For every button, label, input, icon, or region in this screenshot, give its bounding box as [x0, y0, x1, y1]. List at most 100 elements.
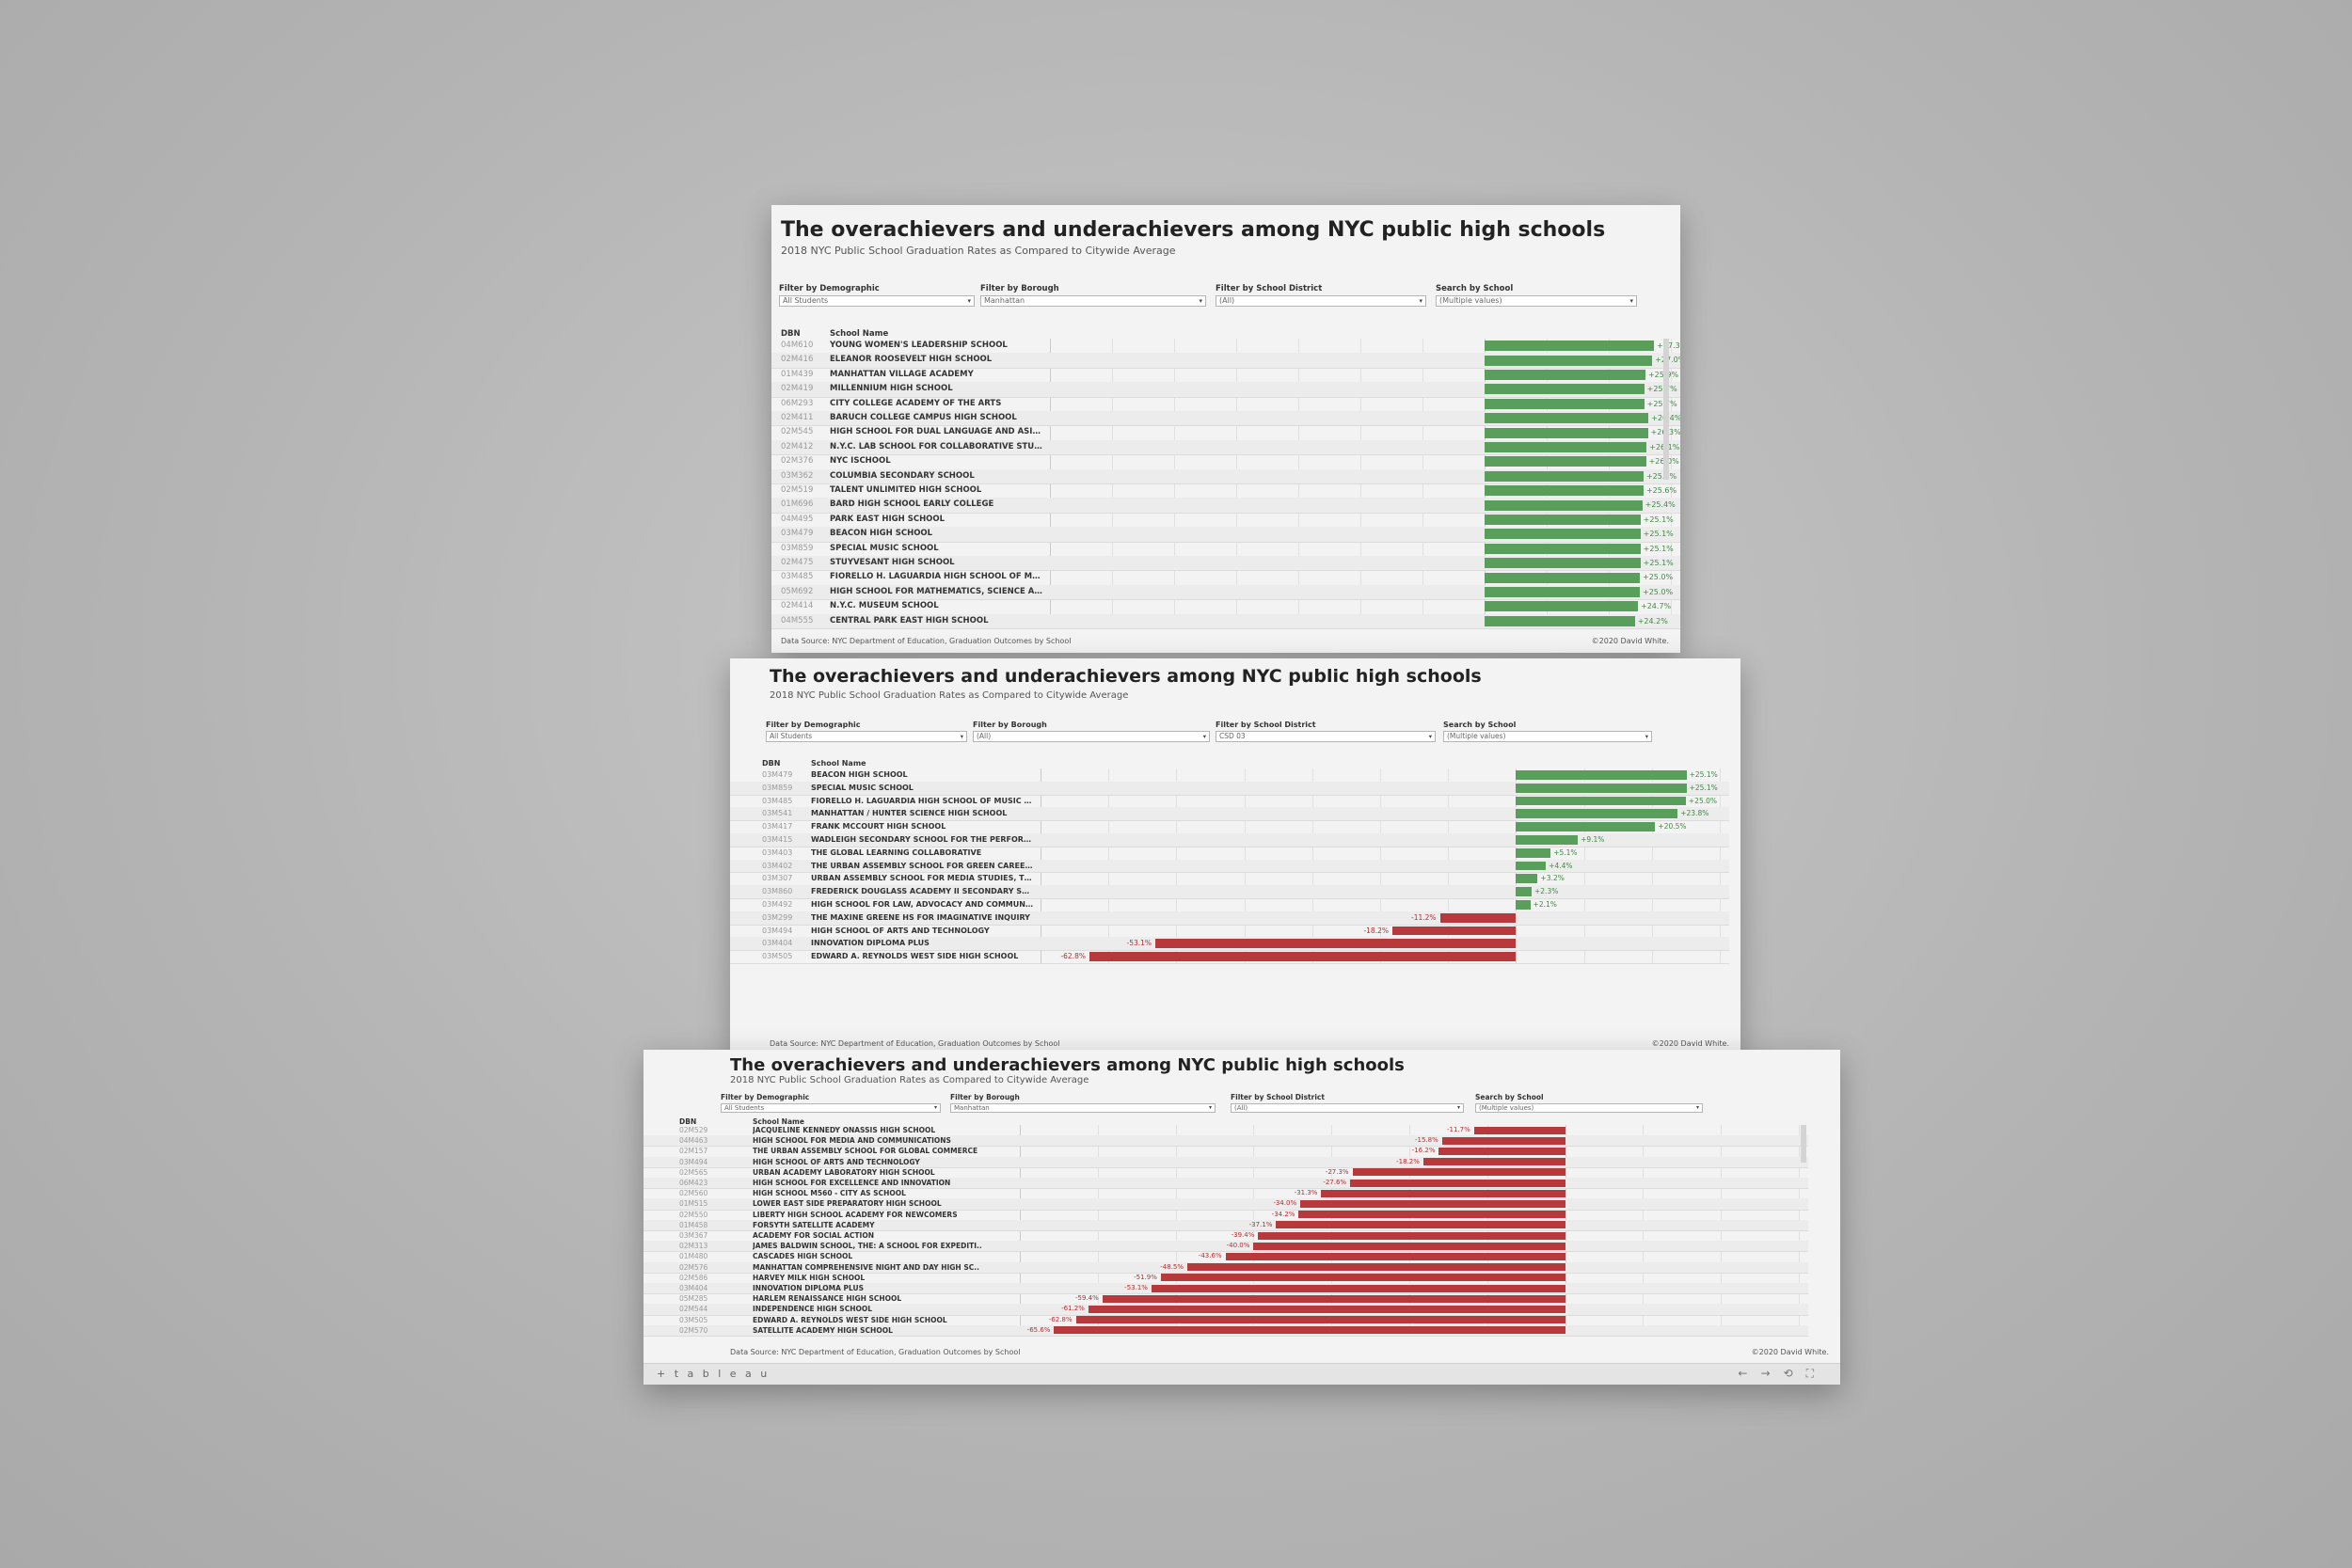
- table-row[interactable]: 03M541 MANHATTAN / HUNTER SCIENCE HIGH SC…: [730, 807, 1729, 822]
- table-row[interactable]: 03M505 EDWARD A. REYNOLDS WEST SIDE HIGH …: [730, 950, 1729, 964]
- positive-bar[interactable]: [1485, 615, 1635, 626]
- table-row[interactable]: 03M485 FIORELLO H. LAGUARDIA HIGH SCHOOL …: [771, 570, 1680, 586]
- positive-bar[interactable]: [1485, 341, 1655, 352]
- negative-bar[interactable]: [1300, 1199, 1565, 1209]
- table-row[interactable]: 06M423 HIGH SCHOOL FOR EXCELLENCE AND INN…: [644, 1178, 1808, 1190]
- demographic-filter-dropdown[interactable]: All Students ▾: [779, 294, 975, 307]
- table-row[interactable]: 06M293 CITY COLLEGE ACADEMY OF THE ARTS +2…: [771, 397, 1680, 412]
- negative-bar[interactable]: [1352, 1168, 1565, 1177]
- borough-filter-dropdown[interactable]: Manhattan ▾: [950, 1102, 1216, 1113]
- table-row[interactable]: 01M696 BARD HIGH SCHOOL EARLY COLLEGE +25.…: [771, 498, 1680, 514]
- chevron-down-icon[interactable]: ▾: [960, 733, 963, 740]
- revert-icon[interactable]: ⟲: [1783, 1367, 1806, 1380]
- table-row[interactable]: 03M859 SPECIAL MUSIC SCHOOL +25.1%: [730, 781, 1729, 796]
- positive-bar[interactable]: [1485, 470, 1644, 482]
- positive-bar[interactable]: [1516, 769, 1687, 780]
- negative-bar[interactable]: [1439, 912, 1517, 923]
- chevron-down-icon[interactable]: ▾: [1202, 733, 1206, 740]
- positive-bar[interactable]: [1516, 887, 1532, 897]
- demographic-filter-dropdown[interactable]: All Students ▾: [766, 731, 967, 742]
- positive-bar[interactable]: [1516, 809, 1678, 819]
- negative-bar[interactable]: [1225, 1252, 1565, 1261]
- demographic-filter-dropdown[interactable]: All Students ▾: [721, 1102, 941, 1113]
- table-row[interactable]: 03M494 HIGH SCHOOL OF ARTS AND TECHNOLOGY…: [644, 1156, 1808, 1168]
- table-row[interactable]: 02M412 N.Y.C. LAB SCHOOL FOR COLLABORATIV…: [771, 439, 1680, 456]
- table-row[interactable]: 03M479 BEACON HIGH SCHOOL +25.1%: [771, 527, 1680, 543]
- chevron-down-icon[interactable]: ▾: [933, 1103, 937, 1111]
- negative-bar[interactable]: [1391, 926, 1517, 936]
- table-row[interactable]: 03M307 URBAN ASSEMBLY SCHOOL FOR MEDIA ST…: [730, 872, 1729, 887]
- school-search-filter-dropdown[interactable]: (Multiple values) ▾: [1475, 1102, 1703, 1113]
- table-row[interactable]: 02M545 HIGH SCHOOL FOR DUAL LANGUAGE AND …: [771, 425, 1680, 441]
- fullscreen-icon[interactable]: ⛶: [1805, 1367, 1827, 1380]
- negative-bar[interactable]: [1151, 1284, 1565, 1292]
- negative-bar[interactable]: [1441, 1136, 1565, 1145]
- district-filter-dropdown[interactable]: (All) ▾: [1231, 1102, 1464, 1113]
- chevron-down-icon[interactable]: ▾: [1199, 296, 1202, 305]
- table-row[interactable]: 03M859 SPECIAL MUSIC SCHOOL +25.1%: [771, 542, 1680, 557]
- table-row[interactable]: 04M463 HIGH SCHOOL FOR MEDIA AND COMMUNIC…: [644, 1135, 1808, 1148]
- chevron-down-icon[interactable]: ▾: [967, 296, 971, 305]
- positive-bar[interactable]: [1485, 529, 1641, 540]
- table-row[interactable]: 02M576 MANHATTAN COMPREHENSIVE NIGHT AND …: [644, 1261, 1808, 1274]
- table-row[interactable]: 04M495 PARK EAST HIGH SCHOOL +25.1%: [771, 513, 1680, 529]
- table-row[interactable]: 01M458 FORSYTH SATELLITE ACADEMY -37.1%: [644, 1219, 1808, 1231]
- table-row[interactable]: 01M515 LOWER EAST SIDE PREPARATORY HIGH S…: [644, 1198, 1808, 1211]
- table-row[interactable]: 02M570 SATELLITE ACADEMY HIGH SCHOOL -65.6…: [644, 1324, 1808, 1337]
- school-search-filter-dropdown[interactable]: (Multiple values) ▾: [1436, 294, 1637, 307]
- positive-bar[interactable]: [1485, 601, 1639, 612]
- table-row[interactable]: 03M404 INNOVATION DIPLOMA PLUS -53.1%: [730, 937, 1729, 952]
- chevron-down-icon[interactable]: ▾: [1629, 296, 1633, 305]
- table-row[interactable]: 03M402 THE URBAN ASSEMBLY SCHOOL FOR GREE…: [730, 859, 1729, 874]
- table-row[interactable]: 03M860 FREDERICK DOUGLASS ACADEMY II SECO…: [730, 885, 1729, 899]
- negative-bar[interactable]: [1258, 1231, 1565, 1240]
- positive-bar[interactable]: [1485, 485, 1644, 497]
- chevron-down-icon[interactable]: ▾: [1428, 733, 1432, 740]
- negative-bar[interactable]: [1438, 1147, 1565, 1156]
- positive-bar[interactable]: [1516, 847, 1551, 858]
- positive-bar[interactable]: [1485, 572, 1640, 583]
- positive-bar[interactable]: [1485, 456, 1646, 467]
- negative-bar[interactable]: [1473, 1126, 1565, 1134]
- negative-bar[interactable]: [1350, 1179, 1565, 1187]
- chevron-down-icon[interactable]: ▾: [1456, 1103, 1460, 1111]
- negative-bar[interactable]: [1187, 1263, 1565, 1272]
- negative-bar[interactable]: [1054, 1326, 1565, 1335]
- positive-bar[interactable]: [1485, 558, 1641, 569]
- positive-bar[interactable]: [1485, 427, 1648, 438]
- district-filter-dropdown[interactable]: (All) ▾: [1216, 294, 1426, 307]
- chevron-down-icon[interactable]: ▾: [1208, 1103, 1212, 1111]
- chevron-down-icon[interactable]: ▾: [1419, 296, 1422, 305]
- chevron-down-icon[interactable]: ▾: [1645, 733, 1648, 740]
- positive-bar[interactable]: [1485, 441, 1647, 453]
- scrollbar[interactable]: [1663, 339, 1669, 480]
- table-row[interactable]: 03M299 THE MAXINE GREENE HS FOR IMAGINATI…: [730, 911, 1729, 926]
- table-row[interactable]: 03M403 THE GLOBAL LEARNING COLLABORATIVE +…: [730, 847, 1729, 861]
- positive-bar[interactable]: [1485, 499, 1643, 511]
- positive-bar[interactable]: [1485, 586, 1640, 598]
- negative-bar[interactable]: [1276, 1221, 1565, 1229]
- table-row[interactable]: 03M362 COLUMBIA SECONDARY SCHOOL +25.6%: [771, 468, 1680, 484]
- negative-bar[interactable]: [1298, 1211, 1565, 1219]
- table-row[interactable]: 03M492 HIGH SCHOOL FOR LAW, ADVOCACY AND …: [730, 898, 1729, 912]
- table-row[interactable]: 02M414 N.Y.C. MUSEUM SCHOOL +24.7%: [771, 599, 1680, 615]
- positive-bar[interactable]: [1516, 834, 1579, 845]
- table-row[interactable]: 03M479 BEACON HIGH SCHOOL +25.1%: [730, 768, 1729, 783]
- negative-bar[interactable]: [1102, 1294, 1565, 1303]
- table-row[interactable]: 03M417 FRANK MCCOURT HIGH SCHOOL +20.5%: [730, 820, 1729, 834]
- table-row[interactable]: 03M494 HIGH SCHOOL OF ARTS AND TECHNOLOGY…: [730, 925, 1729, 939]
- positive-bar[interactable]: [1485, 384, 1645, 395]
- school-search-filter-dropdown[interactable]: (Multiple values) ▾: [1443, 731, 1652, 742]
- borough-filter-dropdown[interactable]: (All) ▾: [973, 731, 1210, 742]
- positive-bar[interactable]: [1516, 861, 1547, 871]
- positive-bar[interactable]: [1485, 355, 1653, 366]
- positive-bar[interactable]: [1485, 543, 1641, 554]
- borough-filter-dropdown[interactable]: Manhattan ▾: [980, 294, 1206, 307]
- negative-bar[interactable]: [1321, 1189, 1565, 1197]
- table-row[interactable]: 04M555 CENTRAL PARK EAST HIGH SCHOOL +24.2…: [771, 613, 1680, 629]
- positive-bar[interactable]: [1516, 874, 1538, 884]
